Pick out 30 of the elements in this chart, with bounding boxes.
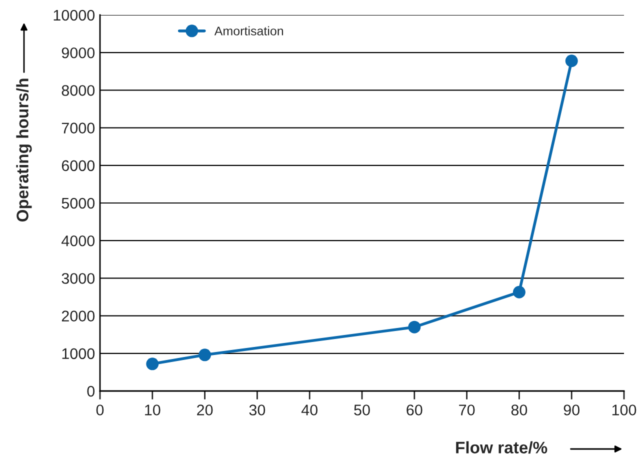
x-tick-label: 20	[197, 404, 213, 416]
y-tick-label: 4000	[62, 235, 95, 246]
y-tick-label: 3000	[62, 273, 95, 284]
y-tick-label: 6000	[62, 160, 95, 172]
x-tick-label: 70	[459, 404, 475, 416]
x-tick-label: 0	[96, 404, 104, 416]
x-tick-label: 30	[249, 404, 266, 416]
y-axis-title: Operating hours/h	[16, 78, 32, 222]
x-tick-label: 60	[406, 404, 422, 416]
y-tick-label: 9000	[62, 47, 95, 58]
legend-label: Amortisation	[214, 26, 284, 36]
y-tick-label: 8000	[62, 85, 95, 96]
point	[565, 54, 578, 68]
x-tick-label: 80	[511, 404, 528, 416]
x-tick-label: 90	[564, 404, 580, 416]
point	[198, 348, 212, 362]
y-tick-label: 7000	[62, 122, 95, 134]
y-tick-label: 0	[87, 386, 95, 397]
x-tick-label: 100	[612, 404, 636, 416]
y-tick-label: 10000	[54, 10, 95, 21]
point	[408, 320, 421, 334]
y-tick-label: 5000	[62, 198, 95, 209]
x-tick-label: 10	[145, 404, 160, 416]
y-tick-label: 2000	[62, 310, 95, 322]
y-tick-label: 1000	[62, 348, 95, 360]
x-axis-title: Flow rate/%	[456, 441, 548, 454]
point	[146, 358, 159, 370]
x-tick-label: 50	[354, 404, 370, 416]
x-tick-label: 40	[301, 404, 318, 416]
point	[512, 286, 526, 298]
